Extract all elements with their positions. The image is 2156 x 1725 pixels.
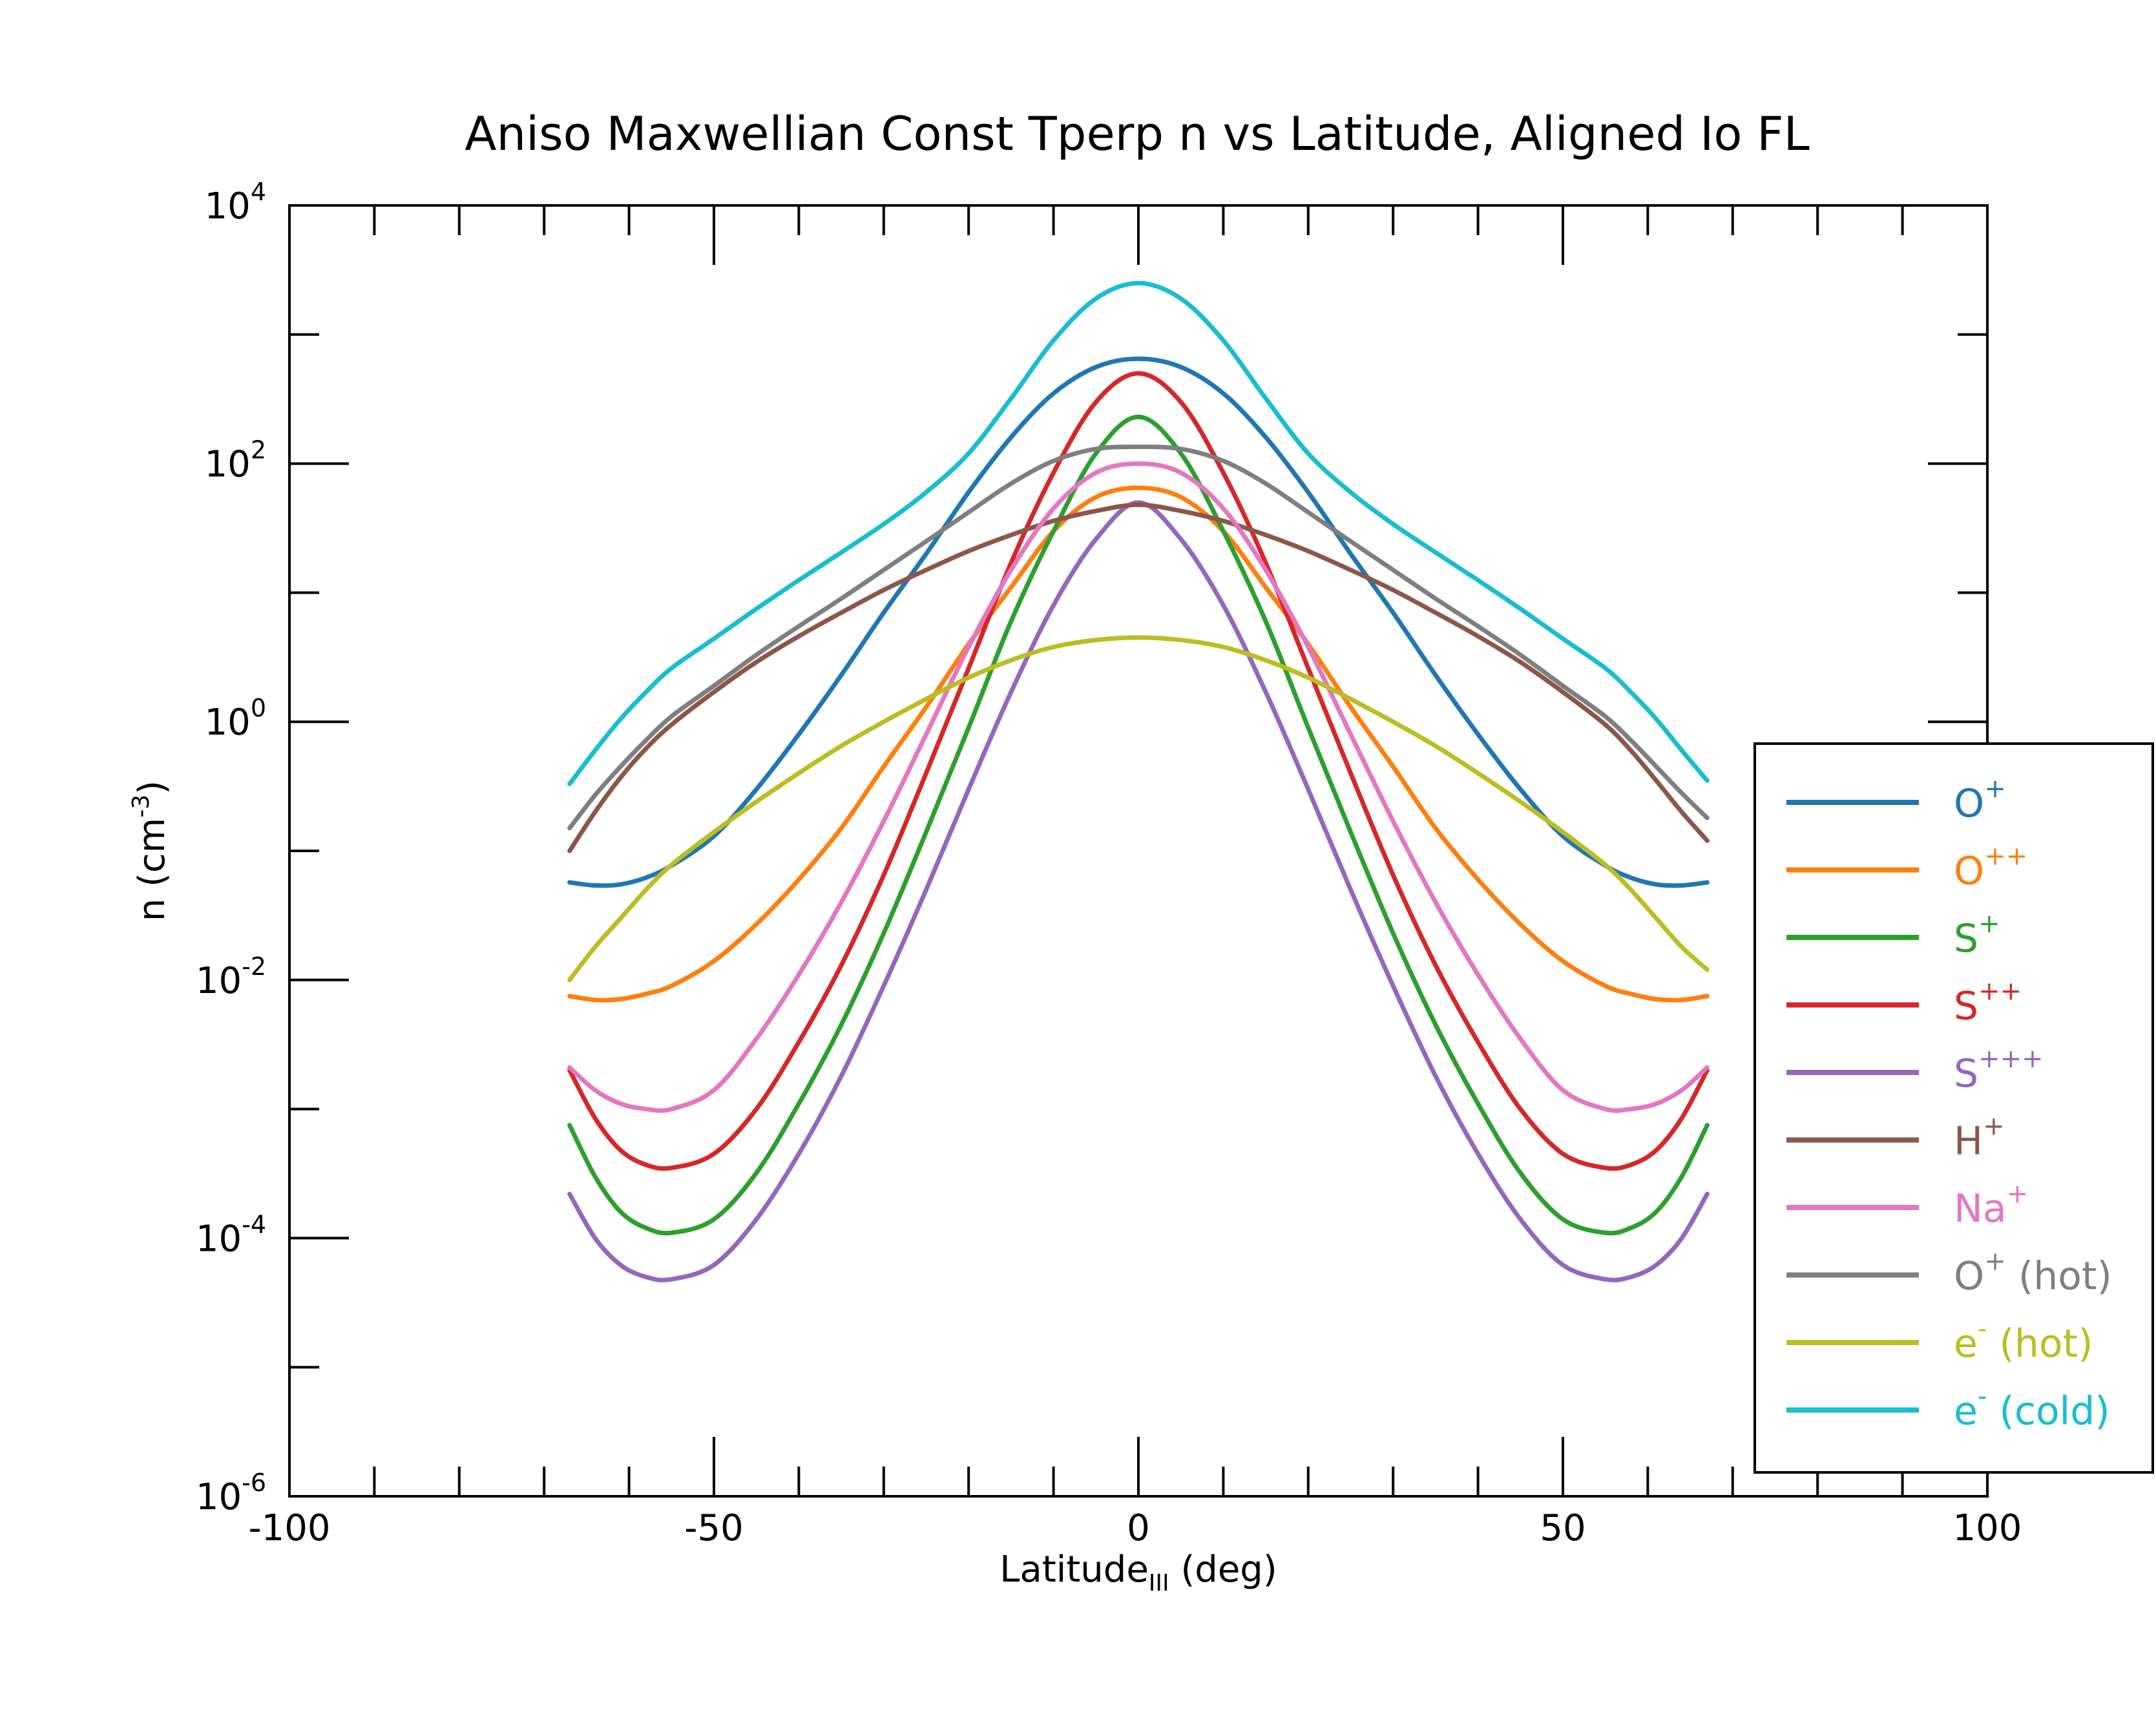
series-line-8: [567, 635, 1710, 983]
x-tick-label: 100: [1953, 1507, 2022, 1549]
y-axis-label: n (cm-3): [128, 780, 173, 921]
series-line-3: [567, 371, 1710, 1171]
y-tick-label-exponent: -2: [242, 952, 266, 981]
y-tick-label-exponent: 0: [251, 694, 266, 722]
series-line-1: [567, 485, 1710, 1003]
legend-label-name: O: [1954, 849, 1984, 894]
legend-label: H+: [1954, 1112, 2005, 1164]
y-tick-label-base: 10: [205, 444, 251, 486]
x-axis-label: LatitudeIII (deg): [1000, 1549, 1277, 1596]
y-tick-label: 100: [205, 694, 266, 744]
series-line-5: [567, 502, 1710, 853]
x-tick-label: -100: [248, 1507, 330, 1549]
y-tick-label-base: 10: [196, 960, 242, 1002]
legend-label-superscript: -: [1978, 1382, 1987, 1412]
x-tick-label: -50: [684, 1507, 743, 1549]
y-tick-label-base: 10: [205, 702, 251, 744]
series-line-6: [567, 461, 1710, 1113]
legend-label-name: S: [1954, 984, 1978, 1029]
legend-label-suffix: (hot): [1987, 1321, 2093, 1366]
x-axis-label-subscript: III: [1149, 1570, 1169, 1596]
legend-label-name: S: [1954, 1051, 1978, 1096]
legend-label: Na+: [1954, 1179, 2028, 1231]
legend-label-superscript: +++: [1978, 1044, 2044, 1074]
legend-label-name: O: [1954, 1254, 1984, 1299]
legend-label: O++: [1954, 842, 2027, 894]
legend-label: S+: [1954, 909, 2000, 961]
legend-label-superscript: +: [1983, 1112, 2005, 1142]
legend-label-superscript: +: [1984, 774, 2006, 804]
legend-label-suffix: (hot): [2006, 1254, 2112, 1299]
legend-label-suffix: (cold): [1987, 1389, 2109, 1434]
chart-title: Aniso Maxwellian Const Tperp n vs Latitu…: [465, 107, 1810, 161]
x-axis-label-suffix: (deg): [1169, 1549, 1277, 1591]
legend-items: O+O++S+S++S+++H+Na+O+ (hot)e- (hot)e- (c…: [1786, 774, 2112, 1434]
legend-label: O+: [1954, 774, 2006, 826]
y-tick-label-exponent: -4: [242, 1210, 266, 1239]
series-line-0: [567, 356, 1710, 888]
y-tick-label-base: 10: [205, 185, 251, 227]
y-tick-label: 10-4: [196, 1210, 266, 1260]
y-tick-label-exponent: 4: [251, 178, 266, 206]
y-tick-label: 102: [205, 436, 266, 486]
legend-label-superscript: -: [1978, 1314, 1987, 1344]
series-line-7: [567, 444, 1710, 831]
legend-label: S++: [1954, 977, 2022, 1029]
legend-label: e- (hot): [1954, 1314, 2093, 1366]
legend-label-superscript: ++: [1978, 977, 2022, 1007]
legend: O+O++S+S++S+++H+Na+O+ (hot)e- (hot)e- (c…: [1753, 742, 2154, 1474]
legend-label-superscript: +: [1978, 909, 2000, 939]
legend-label-superscript: +: [1984, 1247, 2006, 1277]
legend-label: S+++: [1954, 1044, 2044, 1096]
legend-label-superscript: ++: [1984, 842, 2027, 872]
x-tick-label: 50: [1540, 1507, 1586, 1549]
y-tick-label: 104: [205, 178, 266, 227]
y-tick-label: 10-6: [196, 1469, 266, 1518]
x-tick-labels: -100 -50 0 50 100: [248, 1507, 2022, 1549]
legend-frame: [1753, 742, 2154, 1474]
series-line-4: [567, 500, 1710, 1282]
legend-label-name: e: [1954, 1321, 1978, 1366]
y-tick-label-base: 10: [196, 1218, 242, 1260]
series-line-9: [567, 280, 1710, 786]
x-tick-label: 0: [1127, 1507, 1150, 1549]
series-line-2: [567, 414, 1710, 1236]
x-axis-label-main: Latitude: [1000, 1549, 1148, 1591]
y-axis-label-suffix: ): [131, 780, 173, 795]
y-tick-label-exponent: 2: [251, 436, 266, 465]
legend-label-name: O: [1954, 781, 1984, 826]
y-tick-label-exponent: -6: [242, 1469, 266, 1497]
legend-label-name: S: [1954, 916, 1978, 961]
y-tick-label: 10-2: [196, 952, 266, 1002]
legend-label-superscript: +: [2007, 1179, 2029, 1209]
y-axis-label-superscript: -3: [128, 795, 154, 818]
y-axis-label-main: n (cm: [131, 818, 173, 921]
legend-label-name: H: [1954, 1119, 1983, 1164]
legend-label: e- (cold): [1954, 1382, 2110, 1434]
legend-label-name: e: [1954, 1389, 1978, 1434]
series-layer: [567, 280, 1710, 1282]
legend-label: O+ (hot): [1954, 1247, 2112, 1299]
y-tick-label-base: 10: [196, 1476, 242, 1518]
legend-label-name: Na: [1954, 1186, 2007, 1231]
